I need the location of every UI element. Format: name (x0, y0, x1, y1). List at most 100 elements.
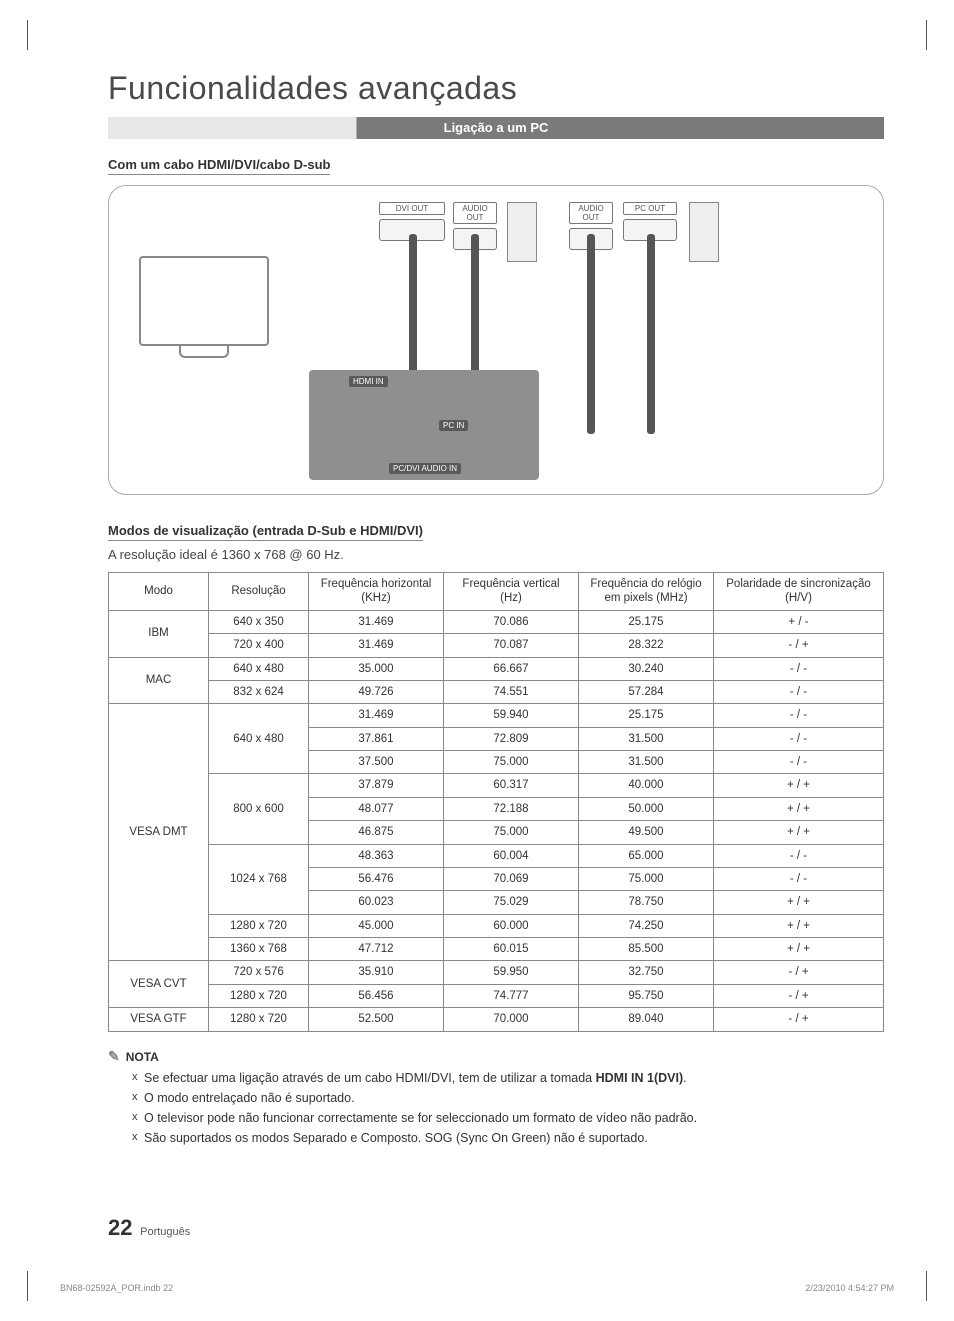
imprint-left: BN68-02592A_POR.indb 22 (60, 1283, 173, 1293)
table-cell: 35.910 (309, 961, 444, 984)
table-cell: VESA CVT (109, 961, 209, 1008)
table-cell: 30.240 (579, 657, 714, 680)
table-cell: VESA GTF (109, 1008, 209, 1031)
table-cell: 28.322 (579, 634, 714, 657)
table-cell: - / - (714, 727, 884, 750)
table-cell: - / - (714, 704, 884, 727)
note-item: São suportados os modos Separado e Compo… (132, 1131, 884, 1145)
note-item: O modo entrelaçado não é suportado. (132, 1091, 884, 1105)
page-language: Português (140, 1226, 190, 1238)
table-cell: 95.750 (579, 984, 714, 1007)
table-row: 832 x 62449.72674.55157.284- / - (109, 680, 884, 703)
table-cell: 40.000 (579, 774, 714, 797)
table-cell: 25.175 (579, 610, 714, 633)
table-cell: 37.879 (309, 774, 444, 797)
cable-vga (647, 234, 655, 434)
table-cell: 31.469 (309, 704, 444, 727)
subheading-modes: Modos de visualização (entrada D-Sub e H… (108, 523, 423, 541)
table-cell: 720 x 400 (209, 634, 309, 657)
table-cell: 85.500 (579, 938, 714, 961)
table-cell: + / - (714, 610, 884, 633)
table-cell: 75.029 (444, 891, 579, 914)
table-cell: 800 x 600 (209, 774, 309, 844)
table-cell: 1024 x 768 (209, 844, 309, 914)
connection-diagram: DVI OUT AUDIO OUT AUDIO OUT PC OUT HDMI … (108, 185, 884, 495)
table-row: VESA GTF1280 x 72052.50070.00089.040- / … (109, 1008, 884, 1031)
table-row: VESA CVT720 x 57635.91059.95032.750- / + (109, 961, 884, 984)
table-cell: 60.023 (309, 891, 444, 914)
table-cell: 70.069 (444, 867, 579, 890)
th-res: Resolução (209, 573, 309, 611)
table-cell: 31.500 (579, 751, 714, 774)
th-pixclk: Frequência do relógio em pixels (MHz) (579, 573, 714, 611)
tv-back-panel: HDMI IN PC IN PC/DVI AUDIO IN (309, 370, 539, 480)
table-cell: 35.000 (309, 657, 444, 680)
table-cell: 56.476 (309, 867, 444, 890)
table-cell: 74.551 (444, 680, 579, 703)
table-cell: 52.500 (309, 1008, 444, 1031)
pc-tower-1 (507, 202, 537, 262)
table-row: MAC640 x 48035.00066.66730.240- / - (109, 657, 884, 680)
table-cell: 70.086 (444, 610, 579, 633)
page-title: Funcionalidades avançadas (108, 70, 884, 107)
page-footer: 22 Português (108, 1215, 190, 1241)
table-cell: 1280 x 720 (209, 1008, 309, 1031)
table-row: 1280 x 72045.00060.00074.250+ / + (109, 914, 884, 937)
table-cell: 59.940 (444, 704, 579, 727)
table-cell: 48.363 (309, 844, 444, 867)
table-cell: - / + (714, 961, 884, 984)
table-cell: 45.000 (309, 914, 444, 937)
subheading-cable: Com um cabo HDMI/DVI/cabo D-sub (108, 157, 330, 175)
table-cell: 720 x 576 (209, 961, 309, 984)
table-cell: 46.875 (309, 821, 444, 844)
table-cell: MAC (109, 657, 209, 704)
table-cell: 47.712 (309, 938, 444, 961)
table-cell: 48.077 (309, 797, 444, 820)
table-row: 1280 x 72056.45674.77795.750- / + (109, 984, 884, 1007)
table-cell: 75.000 (579, 867, 714, 890)
table-cell: + / + (714, 774, 884, 797)
table-cell: - / - (714, 680, 884, 703)
table-cell: 832 x 624 (209, 680, 309, 703)
table-row: IBM640 x 35031.46970.08625.175+ / - (109, 610, 884, 633)
table-cell: 640 x 480 (209, 657, 309, 680)
resolution-table: Modo Resolução Frequência horizontal (KH… (108, 572, 884, 1032)
table-cell: 78.750 (579, 891, 714, 914)
table-cell: 72.809 (444, 727, 579, 750)
table-cell: 60.317 (444, 774, 579, 797)
table-cell: 60.004 (444, 844, 579, 867)
pc-tower-2 (689, 202, 719, 262)
table-cell: + / + (714, 821, 884, 844)
table-cell: 50.000 (579, 797, 714, 820)
ideal-resolution: A resolução ideal é 1360 x 768 @ 60 Hz. (108, 547, 884, 562)
table-cell: 1280 x 720 (209, 984, 309, 1007)
note-heading: NOTA (108, 1048, 884, 1065)
table-cell: 70.000 (444, 1008, 579, 1031)
table-cell: 65.000 (579, 844, 714, 867)
table-cell: 640 x 480 (209, 704, 309, 774)
table-cell: 75.000 (444, 821, 579, 844)
table-cell: + / + (714, 797, 884, 820)
table-cell: 60.000 (444, 914, 579, 937)
table-cell: 1280 x 720 (209, 914, 309, 937)
table-cell: 25.175 (579, 704, 714, 727)
table-row: VESA DMT640 x 48031.46959.94025.175- / - (109, 704, 884, 727)
cable-hdmi (409, 234, 417, 374)
table-cell: + / + (714, 914, 884, 937)
table-cell: + / + (714, 938, 884, 961)
tv-icon (139, 256, 269, 346)
th-vfreq: Frequência vertical (Hz) (444, 573, 579, 611)
table-cell: 70.087 (444, 634, 579, 657)
table-cell: 32.750 (579, 961, 714, 984)
table-cell: - / - (714, 867, 884, 890)
table-cell: + / + (714, 891, 884, 914)
table-cell: - / - (714, 844, 884, 867)
table-cell: 49.726 (309, 680, 444, 703)
table-cell: 31.469 (309, 610, 444, 633)
table-cell: 74.250 (579, 914, 714, 937)
table-cell: - / + (714, 634, 884, 657)
table-cell: 49.500 (579, 821, 714, 844)
th-hfreq: Frequência horizontal (KHz) (309, 573, 444, 611)
table-cell: 72.188 (444, 797, 579, 820)
cable-audio-2 (587, 234, 595, 434)
